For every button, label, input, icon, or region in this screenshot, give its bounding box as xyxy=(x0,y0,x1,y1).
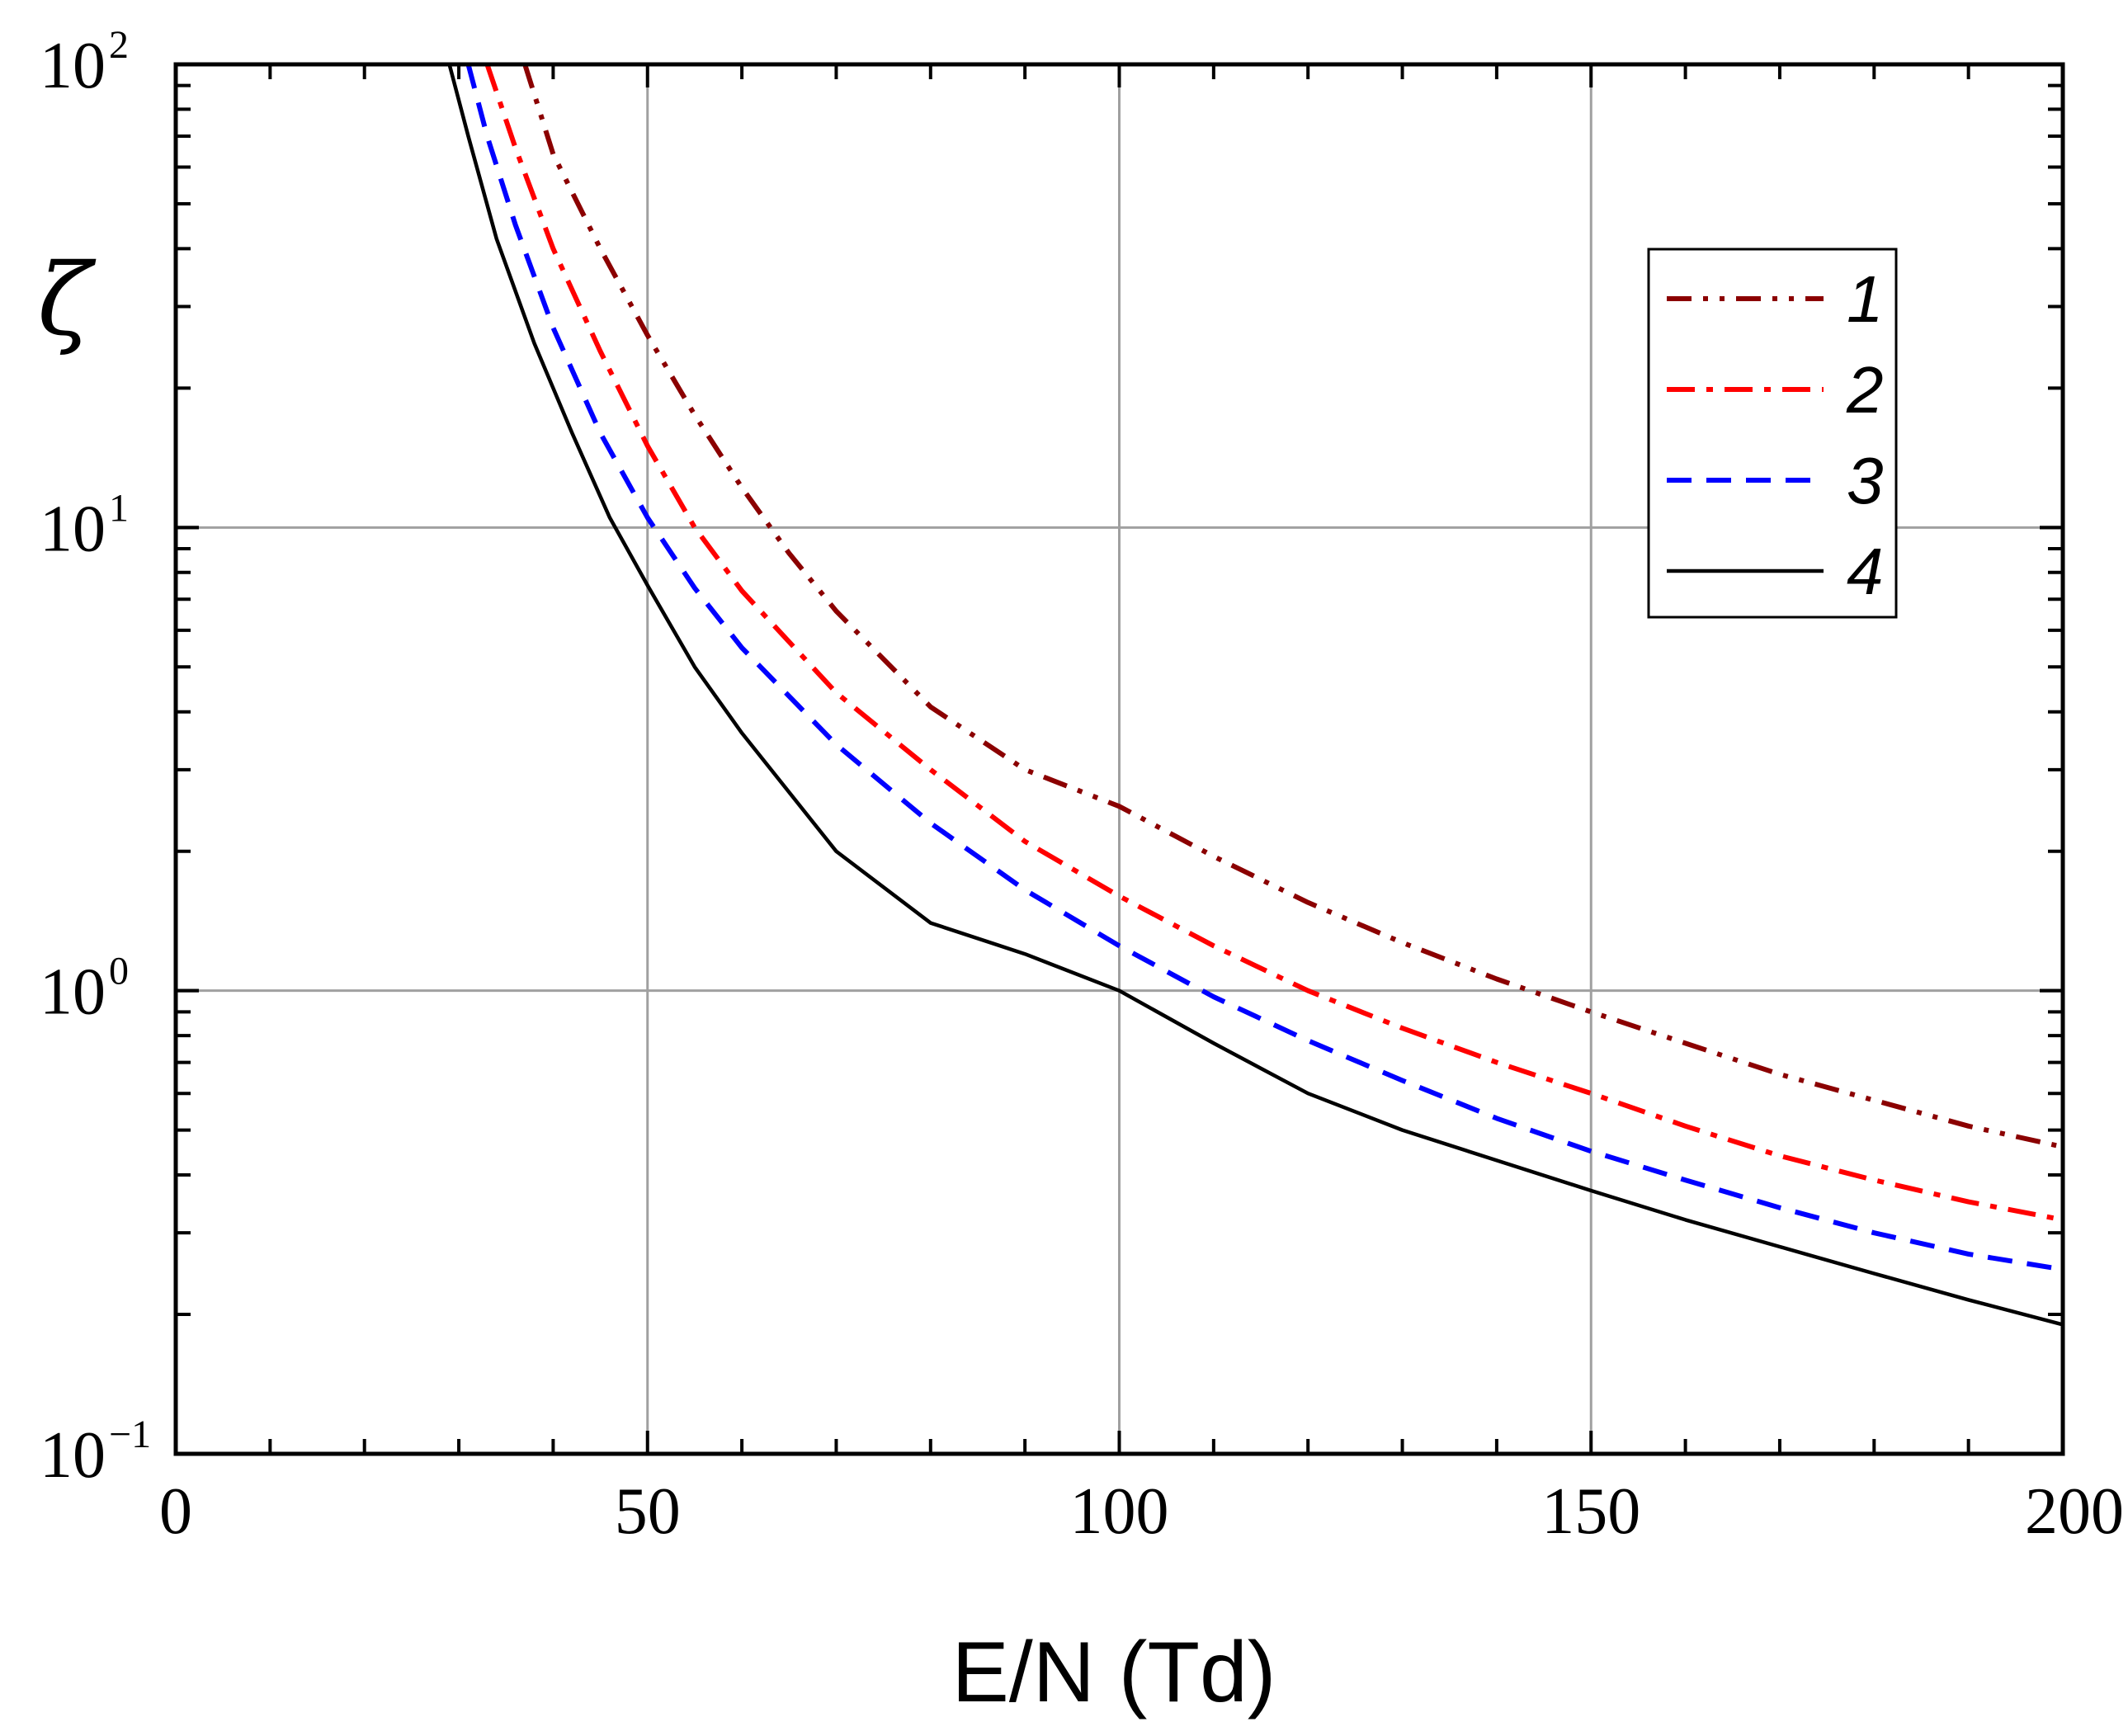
x-axis-title: E/N (Td) xyxy=(952,1625,1276,1720)
y-tick-base: 10 xyxy=(40,493,106,565)
y-tick-label: 10 0 xyxy=(40,950,129,1029)
y-tick-label: 10 1 xyxy=(40,486,129,565)
y-tick-exponent: 0 xyxy=(109,950,129,993)
legend-label-4: 4 xyxy=(1847,535,1884,608)
legend-label-2: 2 xyxy=(1846,353,1884,427)
y-tick-exponent: 2 xyxy=(109,23,129,67)
grid-lines xyxy=(176,64,2063,1454)
x-tick-label: 150 xyxy=(1541,1475,1640,1548)
minor-ticks xyxy=(176,64,2063,1454)
y-tick-exponent: −1 xyxy=(109,1413,151,1456)
x-tick-label: 50 xyxy=(615,1475,681,1548)
y-tick-label: 10 −1 xyxy=(40,1413,151,1492)
x-tick-label: 0 xyxy=(159,1475,192,1548)
legend-box xyxy=(1647,248,1898,619)
x-tick-label: 200 xyxy=(2025,1475,2124,1548)
series-4-line xyxy=(447,64,2063,1327)
y-tick-base: 10 xyxy=(40,30,106,102)
series-layer xyxy=(447,64,2063,1327)
x-tick-label: 100 xyxy=(1070,1475,1169,1548)
y-tick-label: 10 2 xyxy=(40,23,129,102)
legend: 1 2 3 4 xyxy=(1647,248,1898,619)
legend-label-3: 3 xyxy=(1847,444,1884,517)
plot-frame xyxy=(173,62,2065,1456)
legend-label-1: 1 xyxy=(1847,262,1884,336)
y-tick-exponent: 1 xyxy=(109,486,129,530)
y-tick-base: 10 xyxy=(40,1419,106,1492)
y-axis-title: ζ xyxy=(37,243,96,358)
series-3-line xyxy=(465,64,2063,1272)
series-2-line xyxy=(484,64,2063,1223)
series-1-line xyxy=(522,64,2063,1149)
y-tick-base: 10 xyxy=(40,956,106,1029)
x-tick-labels: 0 50 100 150 200 xyxy=(159,1475,2124,1548)
